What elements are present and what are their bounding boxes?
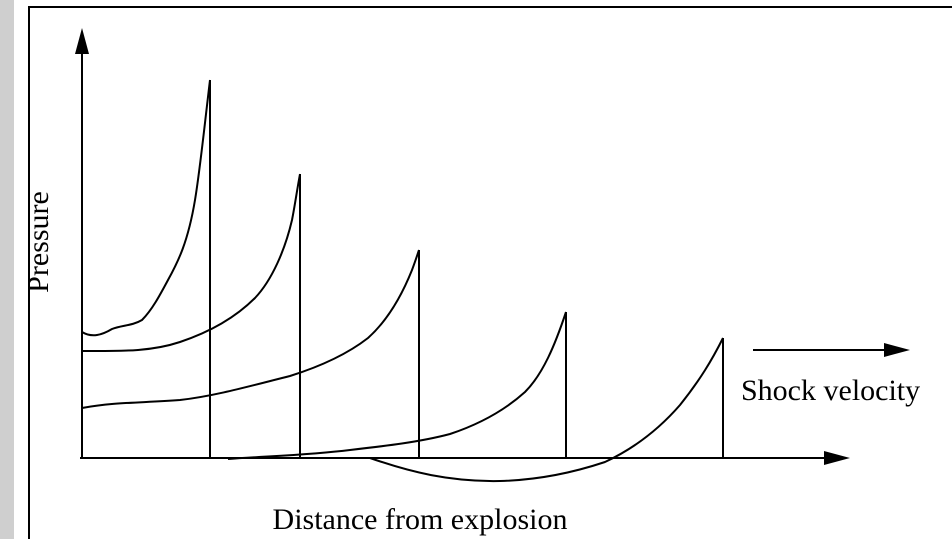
x-axis-label: Distance from explosion [273,503,568,536]
shock-velocity-arrowhead [884,343,910,357]
x-axis-arrowhead [824,451,850,465]
pressure-profile-4 [227,311,567,460]
figure-border [28,6,952,539]
y-axis-label: Pressure [22,191,55,293]
shock-velocity-label: Shock velocity [741,374,920,407]
pressure-profile-5 [369,337,724,483]
pressure-profile-1 [81,79,211,337]
pressure-profile-2 [81,173,301,353]
pressure-profile-3 [81,249,420,409]
y-axis-arrowhead [75,28,89,54]
